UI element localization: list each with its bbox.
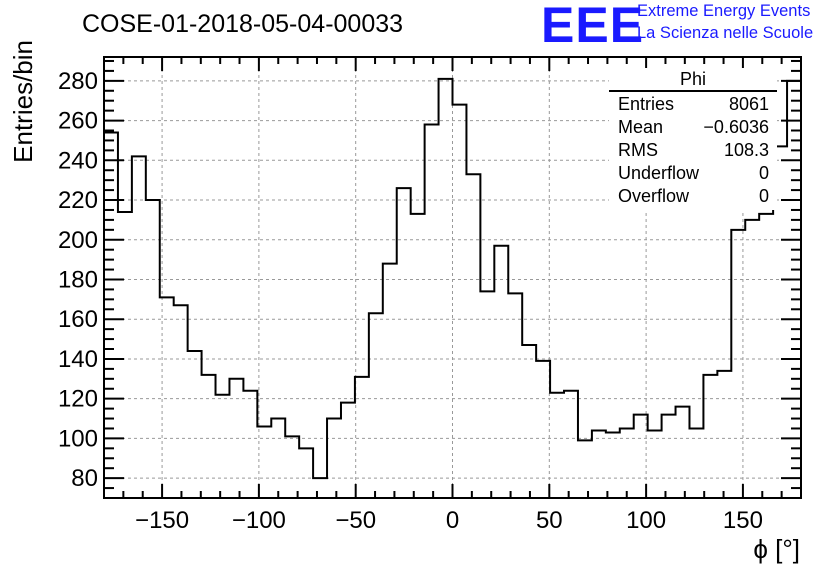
stats-label: Entries xyxy=(618,94,675,114)
stats-box: Phi Entries 8061 Mean −0.6036 RMS 108.3 … xyxy=(609,68,777,210)
stats-label: Underflow xyxy=(618,163,700,183)
x-tick-labels: −150 −100 −50 0 50 100 150 xyxy=(135,507,763,534)
stats-value: 8061 xyxy=(728,94,769,114)
y-tick-label: 120 xyxy=(58,386,98,413)
y-tick-label: 160 xyxy=(58,306,98,333)
stats-label: Mean xyxy=(618,117,664,137)
x-tick-label: 100 xyxy=(626,507,666,534)
stats-name: Phi xyxy=(679,69,706,89)
stats-value: 0 xyxy=(758,163,769,183)
y-tick-label: 80 xyxy=(71,465,98,492)
chart-title: COSE-01-2018-05-04-00033 xyxy=(82,10,404,38)
y-tick-label: 240 xyxy=(58,147,98,174)
stats-row: Entries 8061 xyxy=(609,93,777,116)
x-tick-label: −150 xyxy=(135,507,189,534)
y-tick-label: 280 xyxy=(58,68,98,95)
stats-value: −0.6036 xyxy=(703,117,769,137)
x-tick-label: 50 xyxy=(536,507,563,534)
stats-label: Overflow xyxy=(618,186,690,206)
x-tick-label: 0 xyxy=(446,507,459,534)
x-tick-label: −100 xyxy=(232,507,286,534)
stats-row: RMS 108.3 xyxy=(609,139,777,162)
axis-ticks xyxy=(103,57,802,498)
logo-caption-line1: Extreme Energy Events xyxy=(637,2,811,20)
y-tick-label: 180 xyxy=(58,266,98,293)
y-tick-labels: 80 100 120 140 160 180 200 220 240 260 280 xyxy=(58,68,98,492)
stats-row: Underflow 0 xyxy=(609,162,777,185)
stats-value: 0 xyxy=(758,186,769,206)
x-tick-label: 150 xyxy=(723,507,763,534)
x-axis-label: ϕ [°] xyxy=(753,534,800,564)
logo-caption-line2: La Scienza nelle Scuole xyxy=(637,24,814,42)
y-tick-label: 260 xyxy=(58,108,98,135)
stats-value: 108.3 xyxy=(723,140,769,160)
eee-logo: EEE xyxy=(541,0,645,53)
stats-divider xyxy=(609,90,777,92)
y-tick-label: 220 xyxy=(58,187,98,214)
y-tick-label: 200 xyxy=(58,227,98,254)
y-tick-label: 100 xyxy=(58,425,98,452)
stats-row: Mean −0.6036 xyxy=(609,116,777,139)
x-tick-label: −50 xyxy=(335,507,376,534)
y-axis-label: Entries/bin xyxy=(8,40,38,163)
stats-row: Overflow 0 xyxy=(609,185,777,208)
histogram-line xyxy=(104,77,801,480)
stats-label: RMS xyxy=(618,140,658,160)
y-tick-label: 140 xyxy=(58,346,98,373)
